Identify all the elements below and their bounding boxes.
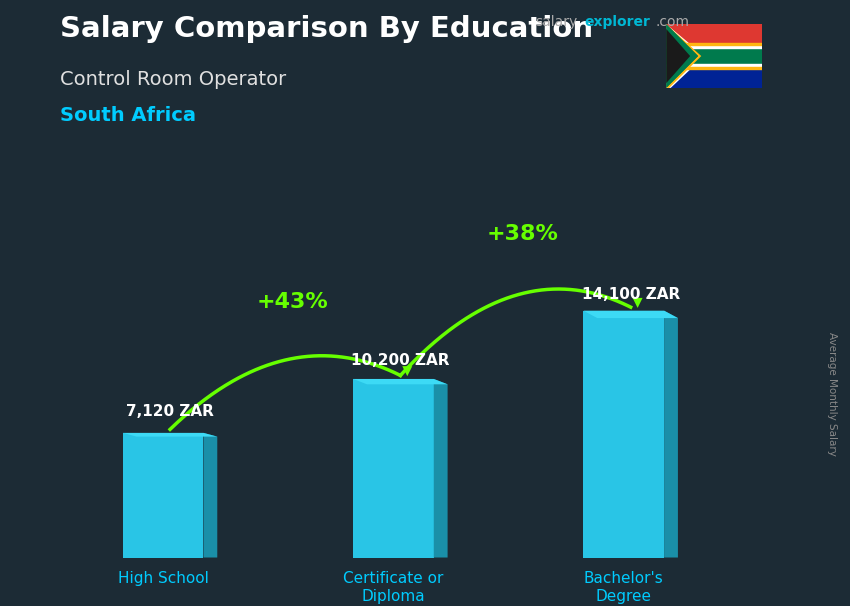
Text: +43%: +43% — [256, 293, 328, 313]
Polygon shape — [666, 24, 705, 88]
Bar — [666, 64, 762, 67]
Polygon shape — [666, 24, 701, 88]
Polygon shape — [666, 29, 690, 83]
Bar — [666, 45, 762, 48]
Text: salary: salary — [536, 15, 578, 29]
Text: .com: .com — [655, 15, 689, 29]
Bar — [666, 67, 762, 68]
Polygon shape — [353, 379, 448, 384]
Polygon shape — [434, 379, 448, 558]
Text: Average Monthly Salary: Average Monthly Salary — [827, 332, 837, 456]
Polygon shape — [123, 433, 218, 436]
Bar — [666, 24, 762, 56]
Text: 10,200 ZAR: 10,200 ZAR — [351, 353, 450, 368]
Polygon shape — [203, 433, 218, 558]
Text: 7,120 ZAR: 7,120 ZAR — [126, 404, 214, 419]
FancyBboxPatch shape — [583, 311, 664, 558]
Text: +38%: +38% — [486, 224, 558, 244]
FancyBboxPatch shape — [353, 379, 434, 558]
Bar — [666, 48, 762, 64]
Bar — [666, 43, 762, 45]
Text: South Africa: South Africa — [60, 106, 196, 125]
Bar — [666, 56, 762, 88]
Polygon shape — [583, 311, 678, 318]
Text: 14,100 ZAR: 14,100 ZAR — [581, 287, 680, 302]
FancyBboxPatch shape — [123, 433, 203, 558]
Polygon shape — [664, 311, 678, 558]
Text: Salary Comparison By Education: Salary Comparison By Education — [60, 15, 592, 43]
Polygon shape — [666, 24, 698, 88]
Text: Control Room Operator: Control Room Operator — [60, 70, 286, 88]
Text: explorer: explorer — [585, 15, 651, 29]
